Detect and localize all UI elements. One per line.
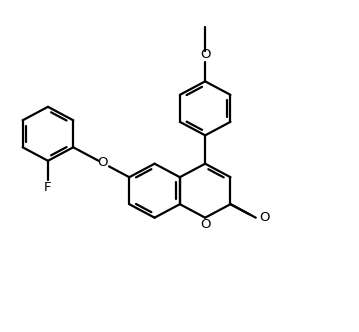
- Text: F: F: [44, 181, 52, 194]
- Text: O: O: [260, 211, 270, 224]
- Text: O: O: [200, 218, 210, 231]
- Text: O: O: [97, 156, 107, 169]
- Text: O: O: [200, 48, 210, 61]
